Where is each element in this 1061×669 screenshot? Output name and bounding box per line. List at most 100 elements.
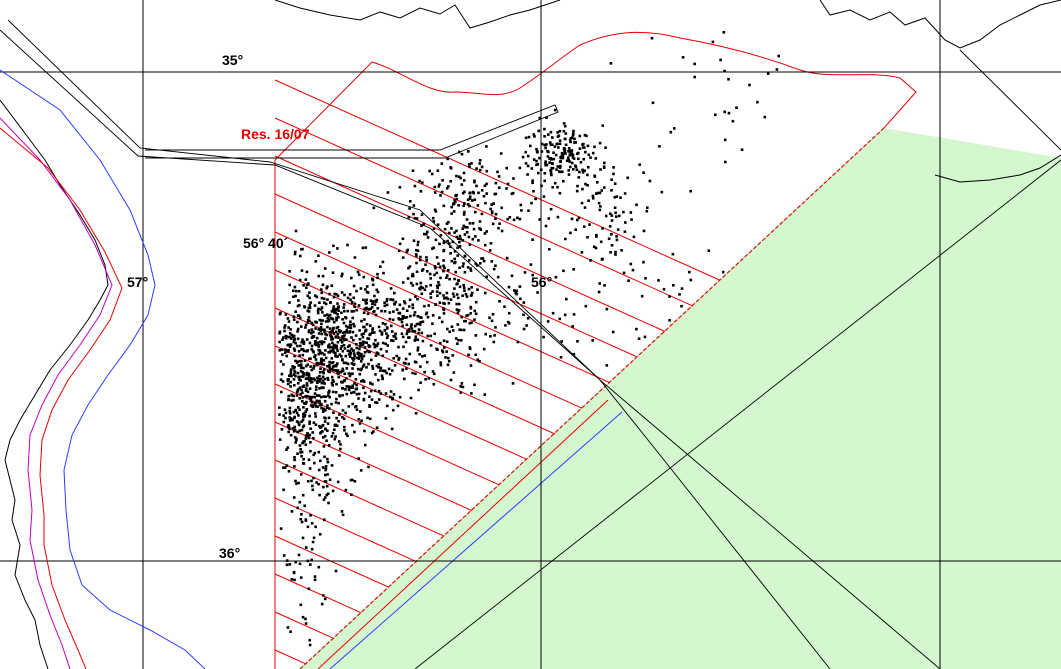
fishing-position-point xyxy=(283,466,287,469)
fishing-position-point xyxy=(294,341,297,345)
fishing-position-point xyxy=(311,431,314,434)
fishing-position-point xyxy=(451,292,455,296)
fishing-position-point xyxy=(398,395,402,399)
fishing-position-point xyxy=(292,295,295,299)
fishing-position-point xyxy=(326,404,329,407)
fishing-position-point xyxy=(562,269,565,273)
fishing-position-point xyxy=(467,235,471,239)
fishing-position-point xyxy=(595,235,598,238)
fishing-position-point xyxy=(531,179,534,182)
fishing-position-point xyxy=(573,141,576,144)
fishing-position-point xyxy=(494,217,497,220)
fishing-position-point xyxy=(372,206,376,210)
fishing-position-point xyxy=(560,340,563,343)
fishing-position-point xyxy=(325,493,329,497)
fishing-position-point xyxy=(361,379,365,382)
fishing-position-point xyxy=(309,427,312,430)
fishing-position-point xyxy=(638,163,641,166)
fishing-position-point xyxy=(387,367,391,371)
fishing-position-point xyxy=(524,150,527,154)
fishing-position-point xyxy=(469,312,472,315)
fishing-position-point xyxy=(572,268,575,271)
fishing-position-point xyxy=(323,330,326,333)
fishing-position-point xyxy=(455,193,458,197)
fishing-position-point xyxy=(376,290,380,294)
fishing-position-point xyxy=(437,262,440,265)
fishing-position-point xyxy=(439,361,442,364)
fishing-position-point xyxy=(475,184,478,188)
fishing-position-point xyxy=(572,168,575,171)
fishing-position-point xyxy=(296,452,299,455)
fishing-position-point xyxy=(477,239,480,242)
fishing-position-point xyxy=(328,251,331,254)
fishing-position-point xyxy=(456,311,460,314)
fishing-position-point xyxy=(420,224,423,228)
fishing-position-point xyxy=(731,119,735,123)
fishing-position-point xyxy=(304,402,307,405)
fishing-position-point xyxy=(303,359,307,362)
fishing-position-point xyxy=(290,337,293,340)
fishing-position-point xyxy=(657,279,660,282)
fishing-position-point xyxy=(452,371,456,374)
fishing-position-point xyxy=(335,307,339,311)
fishing-position-point xyxy=(360,367,363,371)
fishing-position-point xyxy=(422,222,426,226)
fishing-position-point xyxy=(485,182,488,186)
fishing-position-point xyxy=(395,308,399,311)
fishing-position-point xyxy=(619,196,622,199)
fishing-position-point xyxy=(323,267,327,270)
fishing-position-point xyxy=(314,402,317,406)
fishing-position-point xyxy=(468,195,472,198)
fishing-position-point xyxy=(506,182,510,186)
coastline-left xyxy=(0,99,109,669)
fishing-position-point xyxy=(341,387,345,390)
fishing-position-point xyxy=(439,194,442,197)
fishing-position-point xyxy=(547,217,551,220)
fishing-position-point xyxy=(329,346,332,349)
fishing-position-point xyxy=(317,332,321,335)
fishing-position-point xyxy=(438,316,441,319)
fishing-position-point xyxy=(301,536,305,540)
fishing-position-point xyxy=(574,141,577,144)
fishing-position-point xyxy=(285,464,289,467)
fishing-position-point xyxy=(545,116,548,119)
fishing-position-point xyxy=(444,356,447,359)
fishing-position-point xyxy=(423,370,426,374)
fishing-position-point xyxy=(306,371,309,375)
fishing-position-point xyxy=(506,217,509,221)
fishing-position-point xyxy=(288,427,291,431)
fishing-position-point xyxy=(508,216,512,219)
fishing-position-point xyxy=(317,565,321,569)
fishing-position-point xyxy=(478,220,482,223)
fishing-position-point xyxy=(340,336,344,340)
fishing-position-point xyxy=(336,349,339,353)
fishing-position-point xyxy=(440,190,444,194)
fishing-position-point xyxy=(337,419,340,423)
fishing-position-point xyxy=(337,309,340,312)
fishing-position-point xyxy=(397,358,400,361)
fishing-position-point xyxy=(334,351,337,355)
hatch-line xyxy=(274,79,721,281)
fishing-position-point xyxy=(662,287,666,291)
fishing-position-point xyxy=(318,340,322,344)
fishing-position-point xyxy=(296,390,299,394)
fishing-position-point xyxy=(328,368,332,371)
fishing-position-point xyxy=(334,355,338,358)
fishing-position-point xyxy=(331,380,335,383)
fishing-position-point xyxy=(593,145,596,149)
fishing-position-point xyxy=(500,229,504,233)
fishing-position-point xyxy=(455,174,458,178)
fishing-position-point xyxy=(281,353,284,356)
fishing-position-point xyxy=(318,533,322,536)
fishing-position-point xyxy=(328,363,331,367)
fishing-position-point xyxy=(398,318,401,321)
fishing-position-point xyxy=(315,481,318,484)
fishing-position-point xyxy=(615,215,618,218)
fishing-position-point xyxy=(278,349,282,352)
fishing-position-point xyxy=(316,376,319,380)
fishing-position-point xyxy=(610,189,613,192)
fishing-position-point xyxy=(323,314,326,317)
fishing-position-point xyxy=(379,369,382,372)
fishing-position-point xyxy=(419,258,422,262)
fishing-position-point xyxy=(321,283,325,287)
